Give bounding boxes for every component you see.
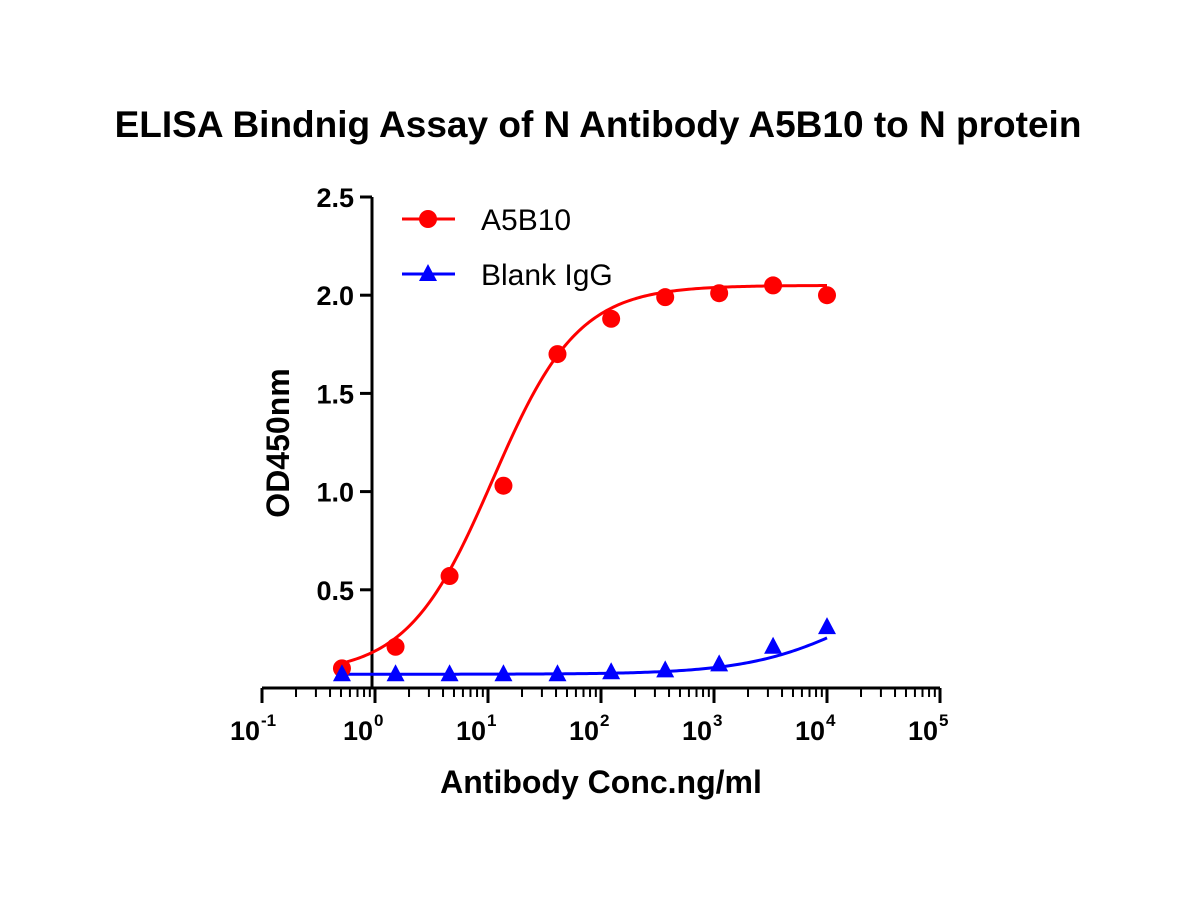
data-point: [386, 664, 405, 682]
data-point: [602, 662, 621, 680]
legend-marker: [419, 264, 437, 281]
legend-label: Blank IgG: [481, 259, 613, 292]
x-tick-label: 10: [908, 716, 938, 746]
x-axis-label: Antibody Conc.ng/ml: [440, 764, 762, 800]
data-point: [548, 664, 567, 682]
x-tick-exponent: 3: [713, 711, 722, 730]
x-tick-exponent: 2: [600, 711, 609, 730]
y-axis-label: OD450nm: [260, 368, 296, 517]
y-axis-ticks: 0.5 1.0 1.5 2.0 2.5: [316, 183, 372, 606]
y-tick-label: 2.0: [316, 281, 354, 311]
data-point: [818, 617, 836, 635]
x-tick-label: 10: [230, 716, 260, 746]
legend-marker: [419, 210, 437, 228]
x-tick-exponent: 1: [487, 711, 496, 730]
x-tick-exponent: 0: [374, 711, 383, 730]
fit-curve-1: [341, 636, 828, 676]
data-point: [602, 309, 621, 328]
y-tick-label: 1.5: [316, 379, 354, 409]
y-tick-label: 0.5: [316, 576, 354, 606]
x-axis-ticks: 10 -1 10 0 10 1 10 2 10 3 10 4 10 5: [230, 688, 948, 746]
x-tick-exponent: 4: [826, 711, 836, 730]
data-point: [656, 288, 675, 307]
data-points: [332, 276, 836, 682]
fit-curve-0: [341, 284, 828, 665]
x-tick-label: 10: [343, 716, 373, 746]
legend-label: A5B10: [481, 204, 571, 237]
data-point: [332, 664, 351, 682]
legend: A5B10 Blank IgG: [402, 204, 613, 292]
data-point: [710, 284, 729, 303]
fit-curves: [341, 284, 828, 676]
data-point: [764, 276, 783, 295]
x-tick-label: 10: [569, 716, 599, 746]
x-tick-exponent: -1: [261, 711, 276, 730]
x-tick-exponent: 5: [939, 711, 948, 730]
x-tick-label: 10: [682, 716, 712, 746]
data-point: [440, 567, 459, 586]
data-point: [656, 660, 675, 678]
y-tick-label: 2.5: [316, 183, 354, 213]
data-point: [710, 654, 729, 672]
x-tick-label: 10: [795, 716, 825, 746]
data-point: [818, 286, 836, 305]
chart-title: ELISA Bindnig Assay of N Antibody A5B10 …: [115, 104, 1082, 145]
data-point: [494, 476, 513, 495]
y-tick-label: 1.0: [316, 478, 354, 508]
x-tick-label: 10: [456, 716, 486, 746]
data-point: [440, 664, 459, 682]
data-point: [386, 637, 405, 656]
data-point: [764, 636, 783, 654]
data-point: [548, 345, 567, 364]
data-point: [494, 664, 513, 682]
